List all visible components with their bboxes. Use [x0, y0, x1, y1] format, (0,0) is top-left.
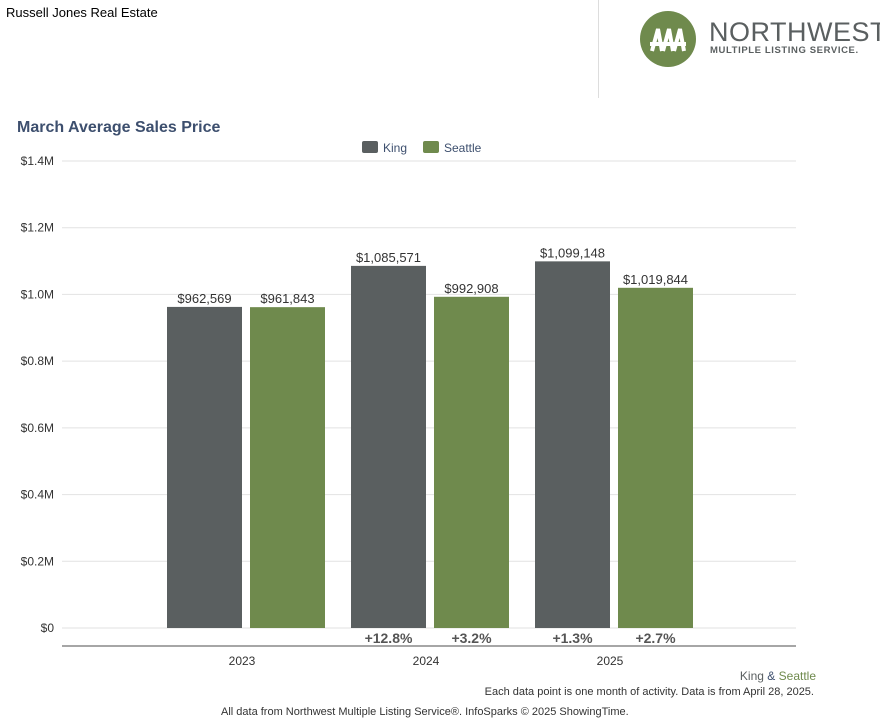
- divider: [598, 0, 599, 98]
- y-tick-label: $0.2M: [21, 554, 54, 568]
- y-tick-label: $1.2M: [21, 221, 54, 235]
- nwmls-logo-icon: [640, 11, 696, 67]
- change-label: +2.7%: [635, 630, 676, 646]
- bar-seattle-2024: [434, 296, 509, 628]
- y-tick-label: $1.0M: [21, 287, 54, 301]
- y-tick-label: $1.4M: [21, 154, 54, 168]
- bar-seattle-2025: [618, 287, 693, 628]
- bar-king-2023: [167, 306, 242, 628]
- logo-title: NORTHWEST: [709, 17, 880, 47]
- area-king: King: [739, 669, 764, 683]
- data-label: $1,085,571: [356, 250, 421, 265]
- bar-king-2024: [351, 265, 426, 628]
- data-label: $1,099,148: [540, 245, 605, 260]
- y-tick-label: $0: [41, 621, 55, 635]
- credit: All data from Northwest Multiple Listing…: [221, 706, 629, 718]
- data-label: $961,843: [260, 291, 314, 306]
- x-tick-label: 2024: [413, 654, 440, 668]
- logo-subtitle: MULTIPLE LISTING SERVICE.: [710, 45, 859, 56]
- legend-swatch: [423, 141, 439, 153]
- data-label: $1,019,844: [623, 272, 688, 287]
- legend-label: Seattle: [444, 141, 482, 155]
- change-label: +3.2%: [451, 630, 492, 646]
- area-amp: &: [767, 669, 776, 683]
- legend-swatch: [362, 141, 378, 153]
- brand-name: Russell Jones Real Estate: [6, 5, 158, 20]
- change-label: +1.3%: [552, 630, 593, 646]
- area-seattle: Seattle: [778, 669, 816, 683]
- data-label: $962,569: [177, 291, 231, 306]
- area-legend: King & Seattle: [740, 669, 816, 683]
- y-tick-label: $0.6M: [21, 421, 54, 435]
- bar-king-2025: [535, 261, 610, 628]
- x-tick-label: 2023: [229, 654, 256, 668]
- data-label: $992,908: [444, 281, 498, 296]
- data-note: Each data point is one month of activity…: [484, 686, 814, 698]
- x-tick-label: 2025: [597, 654, 624, 668]
- bar-seattle-2023: [250, 307, 325, 628]
- y-tick-label: $0.4M: [21, 488, 54, 502]
- chart-title: March Average Sales Price: [17, 119, 221, 136]
- y-tick-label: $0.8M: [21, 354, 54, 368]
- change-label: +12.8%: [365, 630, 413, 646]
- legend-label: King: [383, 141, 407, 155]
